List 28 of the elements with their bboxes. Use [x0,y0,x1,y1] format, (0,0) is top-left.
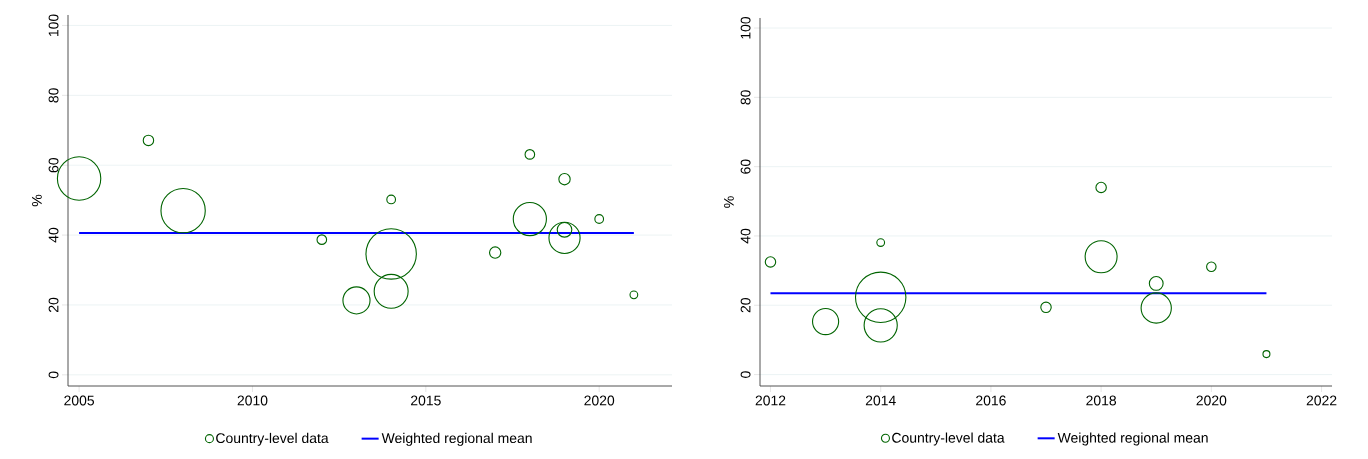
legend-label: Country-level data [892,432,1005,446]
y-tick-label: 60 [740,159,751,174]
y-tick-label: 60 [48,158,59,173]
legend-label: Weighted regional mean [381,432,532,446]
y-axis-title: % [32,194,42,207]
y-tick-label: 100 [48,14,59,37]
x-tick-label: 2016 [976,395,1006,406]
x-tick-label: 2012 [755,395,786,406]
x-tick-label: 2014 [865,395,896,406]
y-tick-label: 20 [48,297,59,313]
x-tick-label: 2018 [1086,395,1117,406]
y-tick-label: 80 [48,88,59,103]
y-tick-label: 40 [740,228,751,244]
y-tick-label: 80 [740,90,751,105]
legend-label: Country-level data [216,432,329,446]
x-tick-label: 2020 [1196,395,1227,406]
y-axis-title: % [724,196,734,208]
x-tick-label: 2015 [411,395,441,406]
x-tick-label: 2020 [584,395,615,406]
y-tick-label: 100 [740,16,751,39]
legend-label: Weighted regional mean [1057,432,1208,446]
x-tick-label: 2010 [237,395,268,406]
y-tick-label: 0 [48,371,59,379]
y-tick-label: 0 [740,371,751,378]
y-tick-label: 20 [740,298,751,313]
y-tick-label: 40 [48,227,59,243]
x-tick-label: 2022 [1306,395,1337,406]
x-tick-label: 2005 [64,395,95,406]
